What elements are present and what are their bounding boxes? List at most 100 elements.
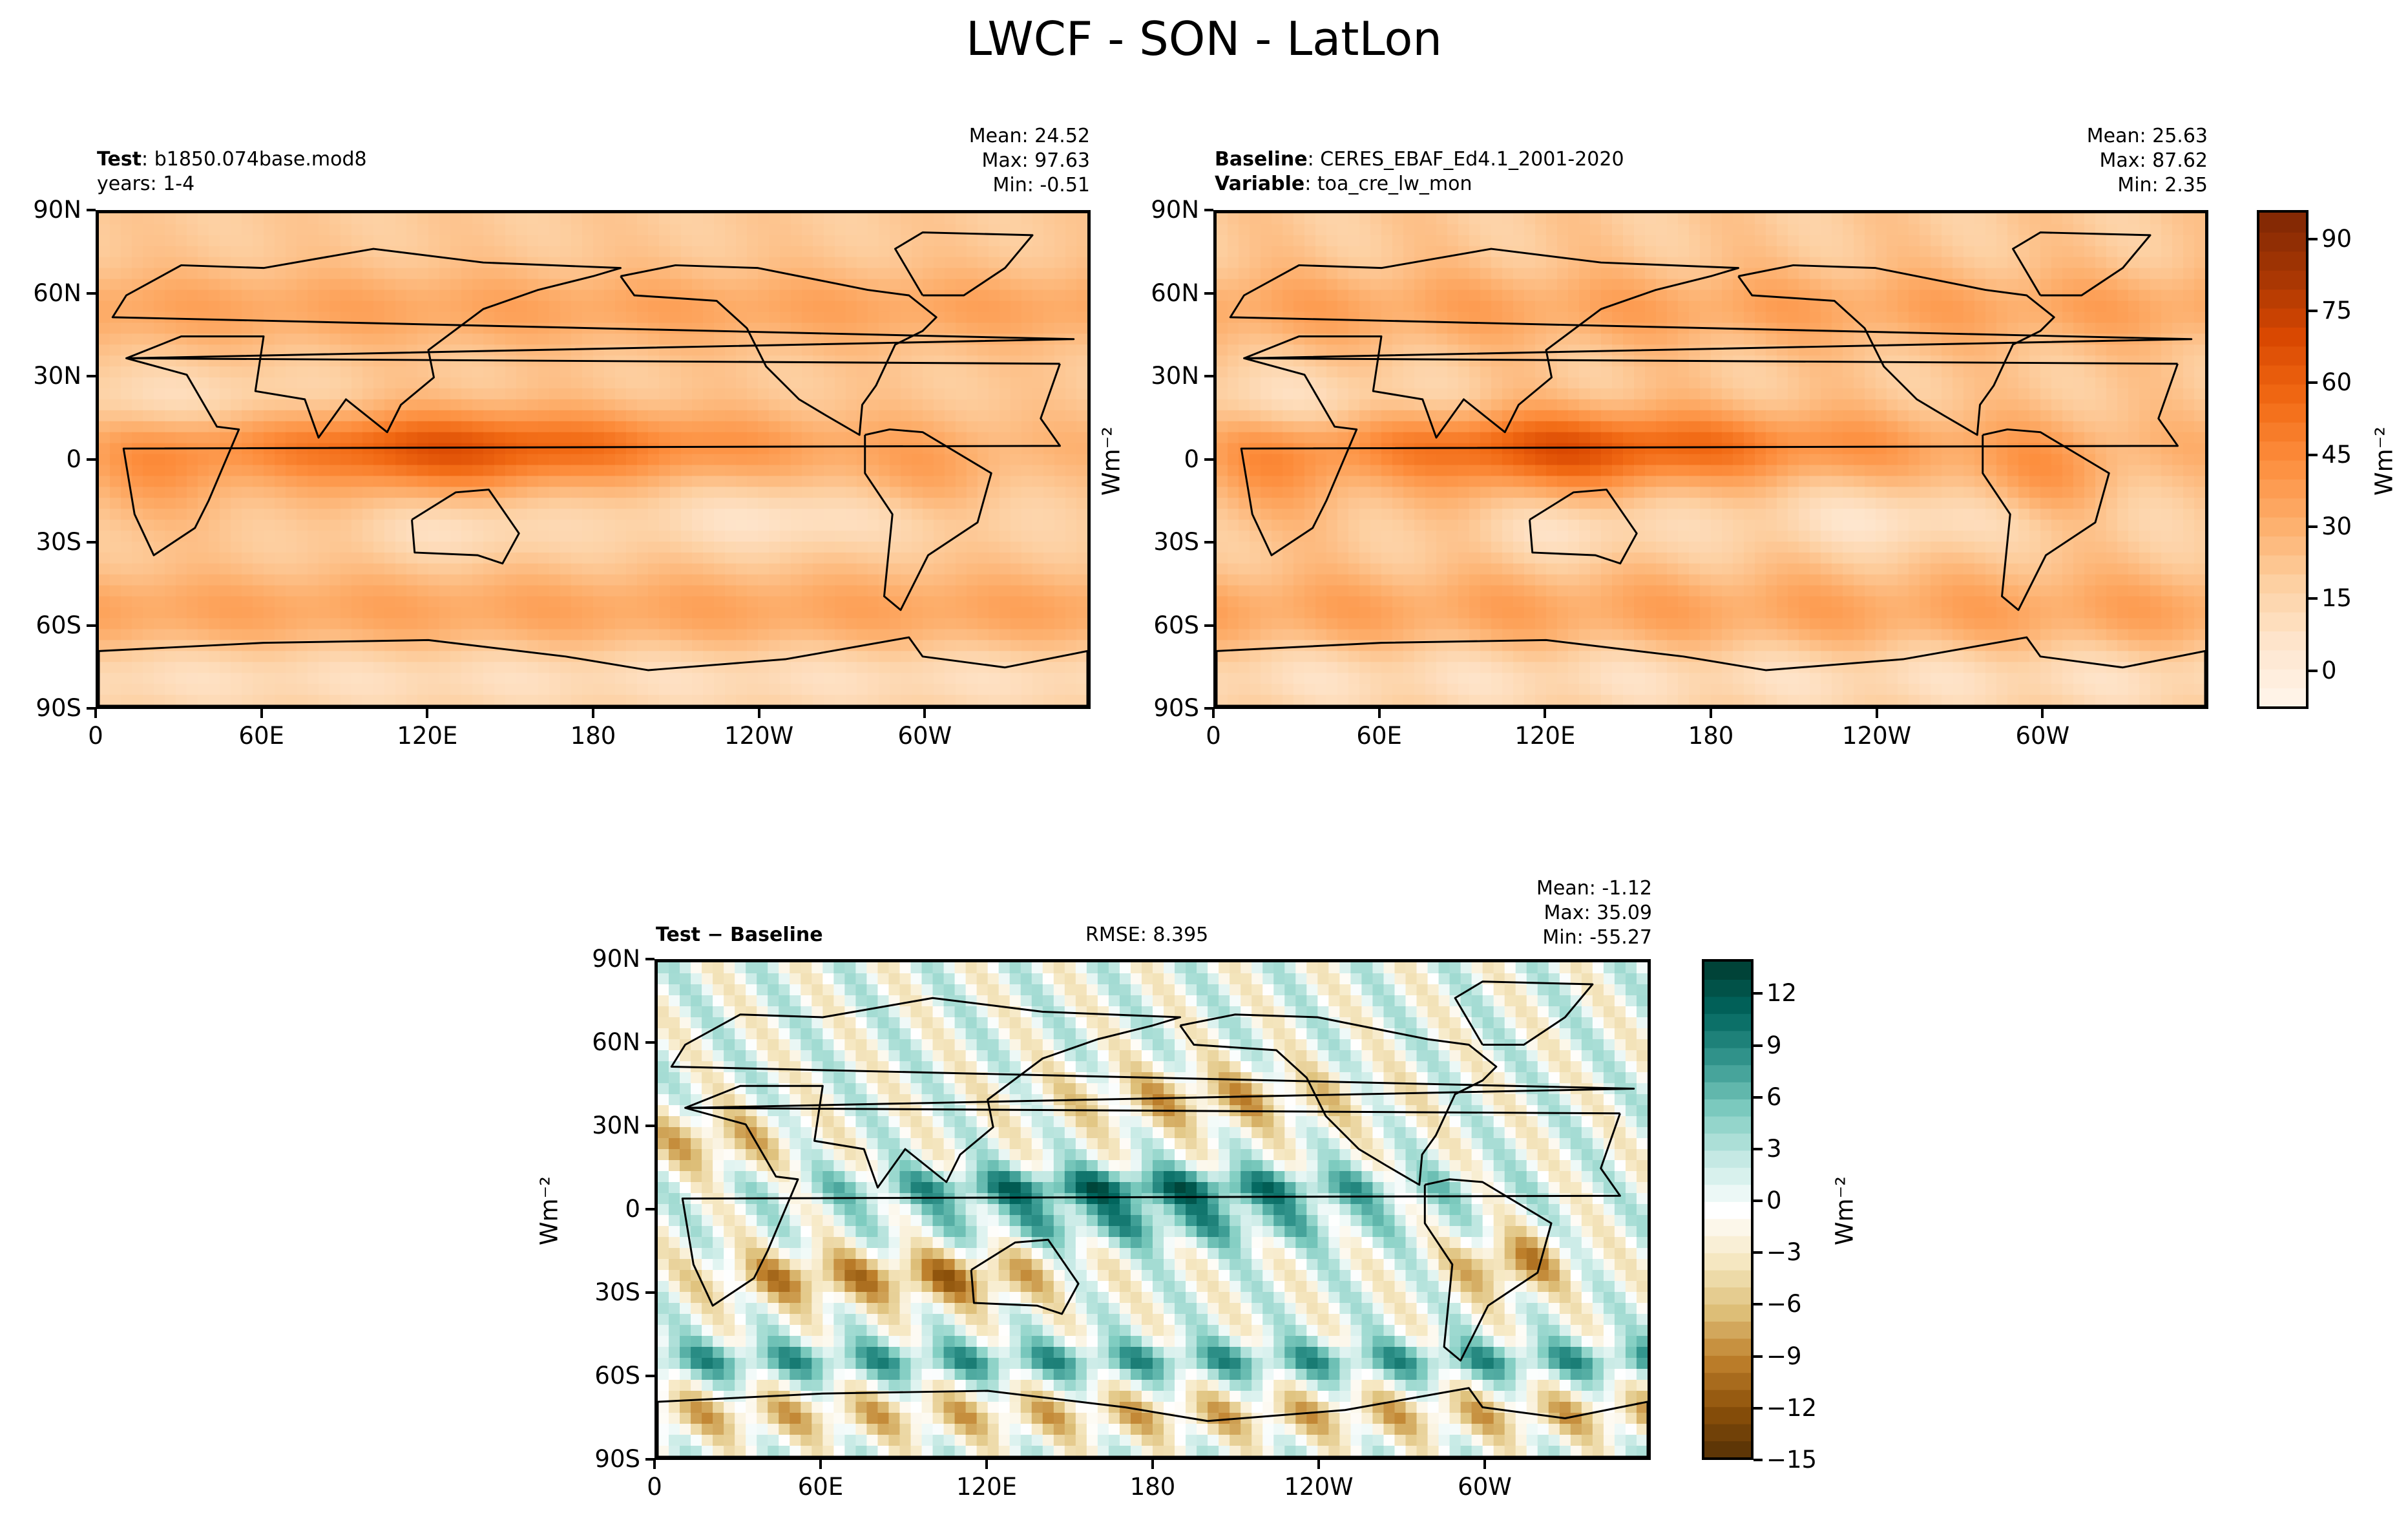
test-cell xyxy=(198,673,209,684)
test-cell xyxy=(527,388,539,400)
test-cell xyxy=(648,542,660,553)
test-cell xyxy=(615,388,627,400)
test-cell xyxy=(472,629,484,641)
test-cell xyxy=(384,520,396,531)
test-cell xyxy=(758,574,770,586)
test-cell xyxy=(846,268,857,280)
test-cell xyxy=(527,563,539,575)
test-cell xyxy=(264,476,275,488)
baseline-cell xyxy=(1689,213,1701,225)
test-cell xyxy=(1010,246,1022,258)
baseline-cell xyxy=(1535,301,1547,313)
test-cell xyxy=(439,651,451,663)
test-cell xyxy=(714,268,726,280)
test-cell xyxy=(154,618,165,630)
test-cell xyxy=(494,333,506,346)
test-cell xyxy=(308,290,319,302)
baseline-cell xyxy=(1777,290,1788,302)
baseline-cell xyxy=(1546,224,1558,236)
test-cell xyxy=(1065,312,1077,324)
test-cell xyxy=(1032,312,1044,324)
test-cell xyxy=(1054,246,1066,258)
test-cell xyxy=(461,443,473,455)
test-coastline xyxy=(122,357,1061,556)
test-cell xyxy=(923,410,934,422)
test-cell xyxy=(747,585,759,597)
test-cell xyxy=(121,454,132,466)
baseline-cell xyxy=(1865,268,1876,280)
test-cell xyxy=(560,498,572,510)
test-cell xyxy=(264,333,275,346)
test-cell xyxy=(989,377,1000,389)
test-cell xyxy=(428,487,440,499)
test-cell xyxy=(813,574,824,586)
test-cell xyxy=(373,279,385,291)
test-cell xyxy=(428,596,440,608)
test-cell xyxy=(538,421,550,433)
test-cell xyxy=(99,629,110,641)
test-cell xyxy=(439,662,451,674)
test-cell xyxy=(264,498,275,510)
test-cell xyxy=(835,366,846,378)
baseline-cell xyxy=(1579,312,1591,324)
test-cell xyxy=(604,552,616,564)
test-cell xyxy=(681,509,693,520)
baseline-cell xyxy=(1469,235,1481,247)
test-cell xyxy=(945,476,956,488)
test-cell xyxy=(373,552,385,564)
test-cell xyxy=(989,312,1000,324)
test-cell xyxy=(549,333,561,346)
test-cell xyxy=(220,213,231,225)
baseline-cell xyxy=(1667,246,1679,258)
test-cell xyxy=(978,465,989,477)
test-cell xyxy=(956,563,967,575)
test-cell xyxy=(439,574,451,586)
test-cell xyxy=(835,257,846,269)
baseline-cell xyxy=(1678,290,1690,302)
baseline-cell xyxy=(2194,268,2205,280)
test-cell xyxy=(1000,279,1011,291)
test-cell xyxy=(758,224,770,236)
test-cell xyxy=(857,684,868,695)
test-cell xyxy=(659,498,671,510)
test-cell xyxy=(406,432,418,444)
test-cell xyxy=(275,235,286,247)
test-cell xyxy=(275,410,286,422)
test-cell xyxy=(417,487,429,499)
test-cell xyxy=(637,629,649,641)
test-cell xyxy=(890,498,901,510)
test-cell xyxy=(692,673,704,684)
test-cell xyxy=(912,542,923,553)
test-cell xyxy=(253,509,264,520)
test-cell xyxy=(648,454,660,466)
test-cell xyxy=(198,574,209,586)
test-cell xyxy=(637,224,649,236)
test-cell xyxy=(648,651,660,663)
test-cell xyxy=(615,596,627,608)
test-cell xyxy=(472,377,484,389)
test-cell xyxy=(505,487,517,499)
test-cell xyxy=(736,213,748,225)
test-cell xyxy=(494,290,506,302)
test-cell xyxy=(395,520,407,531)
test-cell xyxy=(176,629,187,641)
baseline-cell xyxy=(1293,301,1305,313)
test-cell xyxy=(593,377,605,389)
test-cell xyxy=(780,509,791,520)
test-cell xyxy=(527,465,539,477)
test-cell xyxy=(538,465,550,477)
test-cell xyxy=(626,235,638,247)
test-cell xyxy=(703,301,715,313)
baseline-cell xyxy=(2172,301,2184,313)
baseline-cell xyxy=(1217,257,1228,269)
test-cell xyxy=(802,366,813,378)
test-cell xyxy=(176,246,187,258)
test-cell xyxy=(417,279,429,291)
test-cell xyxy=(220,399,231,411)
test-cell xyxy=(626,596,638,608)
test-cell xyxy=(1043,695,1055,706)
test-cell xyxy=(417,662,429,674)
test-cell xyxy=(923,574,934,586)
test-cell xyxy=(1076,585,1087,597)
test-cell xyxy=(494,235,506,247)
